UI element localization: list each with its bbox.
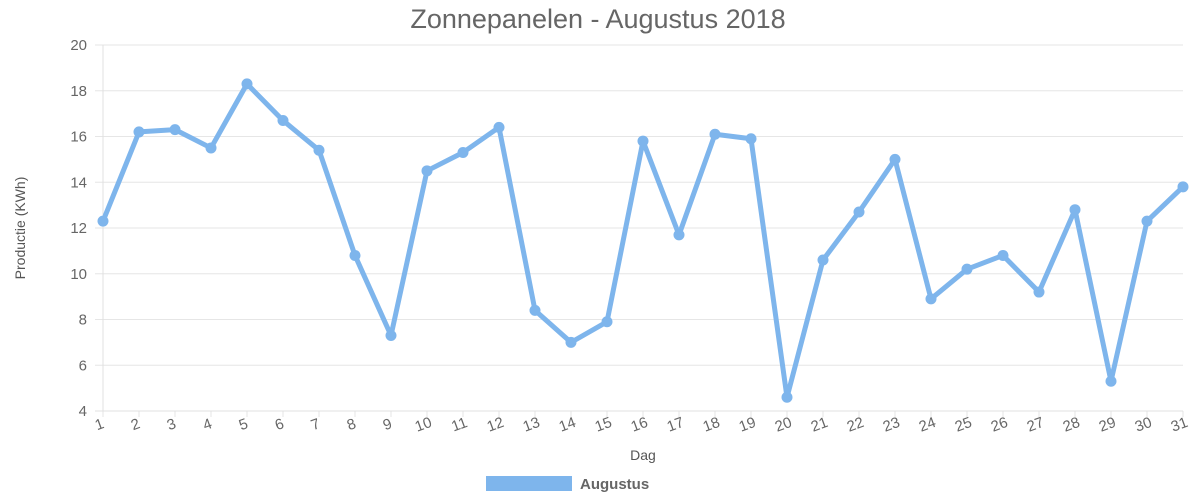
y-tick-label: 20 (70, 37, 87, 54)
x-tick-label: 2 (129, 415, 143, 434)
data-point[interactable] (565, 336, 577, 348)
data-point[interactable] (925, 293, 937, 305)
x-tick-label: 13 (521, 414, 542, 436)
y-tick-label: 4 (79, 403, 87, 420)
axes (95, 45, 1183, 412)
data-point[interactable] (1177, 181, 1189, 193)
x-tick-label: 22 (845, 414, 866, 436)
x-tick-label: 17 (665, 414, 686, 436)
x-tick-label: 23 (881, 414, 902, 436)
data-point[interactable] (889, 153, 901, 165)
legend-swatch (486, 476, 572, 491)
data-point[interactable] (385, 330, 397, 342)
y-tick-label: 8 (79, 312, 87, 329)
chart-title: Zonnepanelen - Augustus 2018 (410, 4, 785, 34)
data-point[interactable] (1105, 375, 1117, 387)
x-tick-label: 3 (165, 415, 179, 434)
series-line (100, 81, 1186, 400)
x-axis-title: Dag (630, 447, 656, 463)
y-tick-label: 16 (70, 129, 87, 146)
y-axis-title: Productie (KWh) (12, 177, 28, 280)
data-point[interactable] (421, 165, 433, 177)
legend-label: Augustus (580, 476, 649, 493)
x-tick-label: 4 (201, 415, 215, 434)
data-point[interactable] (205, 142, 217, 154)
data-point[interactable] (97, 215, 109, 227)
x-tick-label: 12 (485, 414, 506, 436)
data-point[interactable] (637, 135, 649, 147)
data-point[interactable] (601, 316, 613, 328)
data-point[interactable] (673, 229, 685, 241)
x-tick-label: 26 (989, 414, 1010, 436)
grid (95, 44, 1183, 412)
x-tick-label: 14 (557, 414, 578, 436)
x-tick-label: 5 (237, 415, 251, 434)
x-tick-label: 15 (593, 414, 614, 436)
x-tick-label: 28 (1061, 414, 1082, 436)
data-point[interactable] (241, 78, 253, 90)
x-tick-label: 24 (917, 414, 938, 436)
y-tick-label: 12 (70, 220, 87, 237)
data-point[interactable] (529, 304, 541, 316)
data-point[interactable] (169, 124, 181, 136)
x-tick-label: 20 (773, 414, 794, 436)
legend[interactable]: Augustus (486, 476, 649, 493)
x-tick-label: 31 (1169, 414, 1190, 436)
x-tick-label: 16 (629, 414, 650, 436)
x-tick-label: 1 (93, 415, 107, 434)
x-tick-label: 8 (345, 415, 359, 434)
data-point[interactable] (781, 391, 793, 403)
x-tick-label: 21 (809, 414, 830, 436)
x-tick-label: 10 (413, 414, 434, 436)
x-tick-label: 18 (701, 414, 722, 436)
x-tick-label: 25 (953, 414, 974, 436)
data-point[interactable] (961, 263, 973, 275)
x-tick-label: 6 (273, 415, 287, 434)
y-tick-label: 18 (70, 83, 87, 100)
x-tick-label: 11 (449, 414, 469, 435)
data-point[interactable] (133, 126, 145, 138)
x-axis-ticks: 1 2 3 4 5 6 7 8 9 10 11 12 13 14 15 16 17 18 19 20 21 22 23 24 2… (93, 411, 1190, 436)
x-tick-label: 30 (1133, 414, 1154, 436)
data-point[interactable] (817, 254, 829, 266)
data-point[interactable] (745, 133, 757, 145)
data-point[interactable] (313, 144, 325, 156)
data-point[interactable] (709, 128, 721, 140)
x-tick-label: 27 (1025, 414, 1046, 436)
data-point[interactable] (349, 249, 361, 261)
series-layer (97, 78, 1189, 403)
y-tick-label: 6 (79, 357, 87, 374)
x-tick-label: 29 (1097, 414, 1118, 436)
data-point[interactable] (1069, 204, 1081, 216)
y-axis-ticks: 4 6 8 10 12 14 16 18 20 (70, 37, 87, 420)
y-tick-label: 14 (70, 174, 87, 191)
data-point[interactable] (853, 206, 865, 218)
y-tick-label: 10 (70, 266, 87, 283)
x-tick-label: 9 (381, 415, 395, 434)
x-tick-label: 7 (309, 415, 323, 434)
x-tick-label: 19 (737, 414, 758, 436)
data-point[interactable] (1033, 286, 1045, 298)
data-point[interactable] (997, 249, 1009, 261)
data-point[interactable] (457, 147, 469, 159)
data-point[interactable] (1141, 215, 1153, 227)
data-point[interactable] (277, 114, 289, 126)
data-point[interactable] (493, 121, 505, 133)
